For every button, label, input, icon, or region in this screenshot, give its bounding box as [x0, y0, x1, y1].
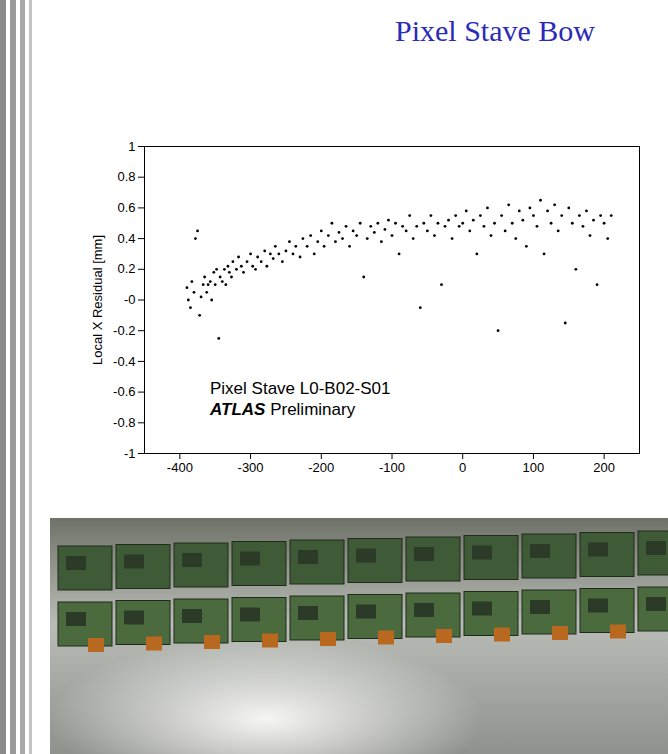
- svg-text:-200: -200: [308, 460, 334, 475]
- svg-text:-0.8: -0.8: [113, 415, 135, 430]
- svg-text:200: 200: [593, 460, 615, 475]
- svg-text:-0.4: -0.4: [113, 354, 135, 369]
- svg-text:0.2: 0.2: [117, 261, 135, 276]
- svg-text:-0.6: -0.6: [113, 384, 135, 399]
- svg-text:100: 100: [523, 460, 545, 475]
- svg-text:-0: -0: [124, 292, 136, 307]
- svg-text:-100: -100: [379, 460, 405, 475]
- svg-text:-1: -1: [124, 446, 136, 461]
- svg-text:-400: -400: [167, 460, 193, 475]
- html-text:ATLAS Preliminary: ATLAS Preliminary: [210, 400, 356, 419]
- html-text:Pixel Stave Bow: Pixel Stave Bow: [395, 14, 595, 47]
- svg-text:0.8: 0.8: [117, 169, 135, 184]
- svg-text:1: 1: [128, 139, 135, 154]
- svg-text:-0.2: -0.2: [113, 323, 135, 338]
- svg-text:-300: -300: [238, 460, 264, 475]
- svg-text:Local X Residual [mm]: Local X Residual [mm]: [90, 235, 105, 365]
- svg-text:0.4: 0.4: [117, 231, 135, 246]
- html-text:Pixel Stave L0-B02-S01: Pixel Stave L0-B02-S01: [210, 379, 391, 398]
- svg-text:0.6: 0.6: [117, 200, 135, 215]
- svg-text:0: 0: [459, 460, 466, 475]
